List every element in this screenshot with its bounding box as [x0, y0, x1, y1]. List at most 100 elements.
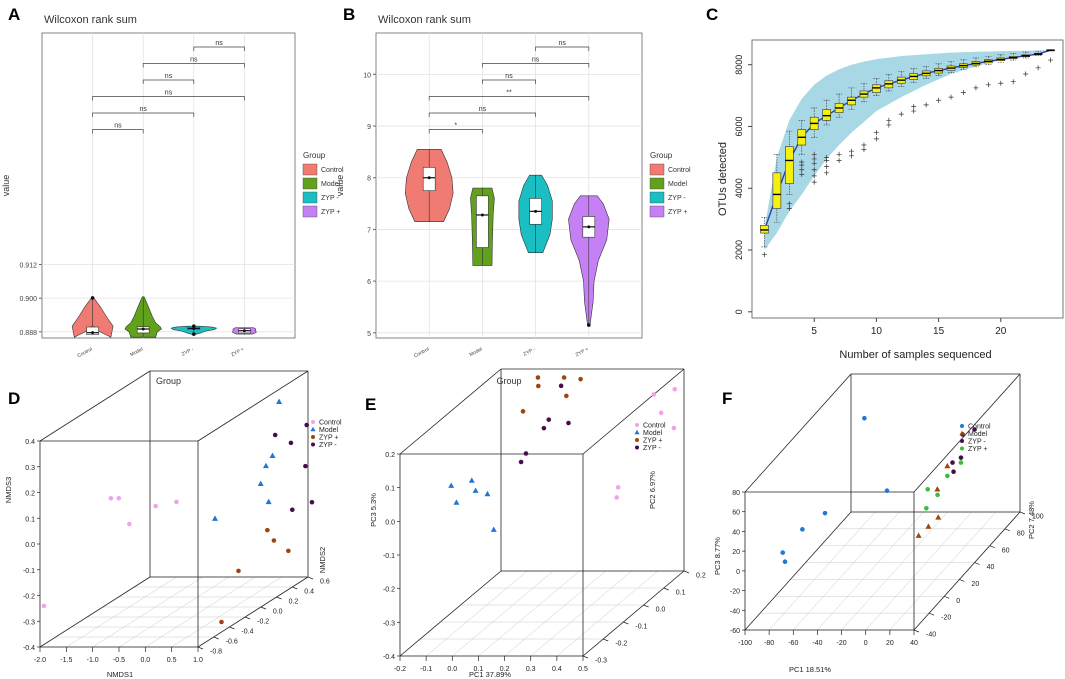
y-tick-label: 0.0	[273, 609, 283, 616]
point-model	[453, 499, 460, 505]
z-tick-label: 0.2	[385, 452, 395, 459]
violin-box	[86, 326, 99, 335]
cube-edge	[582, 368, 685, 455]
legend-label: ZYP +	[319, 435, 339, 442]
x-tick-label: 0.3	[526, 666, 536, 673]
significance-bracket	[92, 112, 195, 117]
point-zyp	[272, 432, 278, 438]
significance-bracket	[535, 46, 590, 51]
floor-gridline	[768, 511, 876, 631]
floor-gridline	[118, 576, 230, 648]
x-tick-label: 0.0	[140, 657, 150, 664]
z-axis-label: NMDS3	[4, 477, 13, 503]
significance-bracket	[193, 46, 245, 51]
cube-edge	[582, 570, 685, 657]
legend-marker	[960, 446, 964, 451]
outlier-marker	[811, 179, 817, 185]
z-tick-label: -0.2	[383, 587, 395, 594]
panel-label-d: D	[8, 389, 20, 408]
point-model	[934, 486, 941, 492]
y-tick	[307, 576, 314, 580]
z-tick-label: 0	[736, 569, 740, 576]
z-tick-label: -0.2	[23, 594, 35, 601]
z-tick-label: -20	[730, 589, 740, 596]
point-control	[862, 415, 867, 421]
y-tick-label: 5	[367, 331, 371, 338]
y-tick	[623, 621, 629, 625]
legend-marker	[635, 445, 639, 450]
legend-label: ZYP -	[319, 442, 337, 449]
point-zyp	[924, 505, 929, 511]
legend-label: Control	[319, 420, 342, 427]
point-model	[468, 477, 475, 483]
x-axis-label: PC1 37.89%	[469, 670, 511, 679]
significance-label: ns	[532, 57, 540, 64]
significance-label: ns	[114, 123, 122, 130]
significance-bracket	[142, 63, 245, 68]
legend-label: ZYP -	[643, 445, 661, 452]
significance-bracket	[482, 63, 590, 68]
x-tick-label: -100	[738, 640, 752, 647]
x-tick-label: 20	[886, 640, 894, 647]
box-whisker	[972, 57, 979, 68]
panel-label-b: B	[343, 5, 355, 24]
legend-title: Group	[303, 151, 326, 160]
point-zyp	[265, 527, 270, 533]
point-model	[269, 452, 276, 458]
panel-e: -0.2 -0.1 0.0 0.1 0.2 0.3 0.4 0.5 -0.3 -0.2 -0.1 0.…	[369, 368, 706, 679]
box	[872, 84, 881, 93]
point-zyp	[558, 383, 564, 389]
outlier-marker	[873, 130, 879, 136]
outlier-marker	[1048, 57, 1054, 63]
violin-box	[476, 195, 489, 248]
outlier-marker	[911, 103, 917, 109]
y-tick-label: 0.912	[19, 262, 37, 269]
x-tick-label: -80	[764, 640, 774, 647]
y-tick	[683, 570, 690, 574]
y-tick-label: 40	[987, 564, 995, 571]
point-zyp	[950, 460, 955, 465]
significance-label: **	[506, 90, 512, 97]
point-model	[212, 515, 219, 521]
y-tick-label: 0.6	[320, 579, 330, 586]
outlier-marker	[923, 102, 929, 108]
point-zyp	[309, 499, 315, 505]
x-tick-label: 0.0	[447, 666, 457, 673]
x-tick-label: Model	[129, 346, 144, 358]
legend-label: Control	[668, 167, 691, 174]
legend-title: Group	[650, 151, 673, 160]
significance-label: ns	[558, 40, 566, 47]
x-axis-label: Group	[496, 376, 521, 386]
z-tick-label: 0.1	[25, 516, 35, 523]
outlier-point	[587, 323, 591, 327]
legend-label: Model	[321, 181, 341, 188]
cube-edge	[39, 576, 151, 648]
y-tick-label: 6000	[734, 116, 744, 136]
point-zyp	[523, 451, 529, 456]
z-axis-label: PC3 8.77%	[713, 537, 722, 575]
x-tick-label: -0.5	[113, 657, 125, 664]
outlier-marker	[1023, 71, 1029, 77]
legend-label: ZYP -	[968, 439, 986, 446]
z-tick-label: 20	[732, 549, 740, 556]
point-control	[822, 510, 828, 516]
y-tick	[292, 586, 298, 590]
point-model	[925, 523, 932, 529]
legend-swatch	[649, 163, 665, 176]
point-zyp	[561, 375, 567, 380]
legend-marker	[635, 423, 639, 427]
point-zyp	[219, 619, 224, 625]
x-tick-label: -2.0	[34, 657, 46, 664]
y-tick	[663, 587, 669, 591]
box-whisker	[985, 56, 992, 65]
panel-label-c: C	[706, 5, 718, 24]
outlier-point	[192, 332, 196, 336]
z-tick-label: -0.4	[23, 645, 35, 652]
outlier-marker	[836, 157, 842, 163]
cube-edge	[39, 370, 151, 442]
x-tick-label: -20	[837, 640, 847, 647]
x-tick-label: 15	[933, 326, 945, 337]
x-tick-label: 40	[910, 640, 918, 647]
floor-gridline	[865, 511, 972, 631]
outlier-marker	[824, 154, 830, 160]
